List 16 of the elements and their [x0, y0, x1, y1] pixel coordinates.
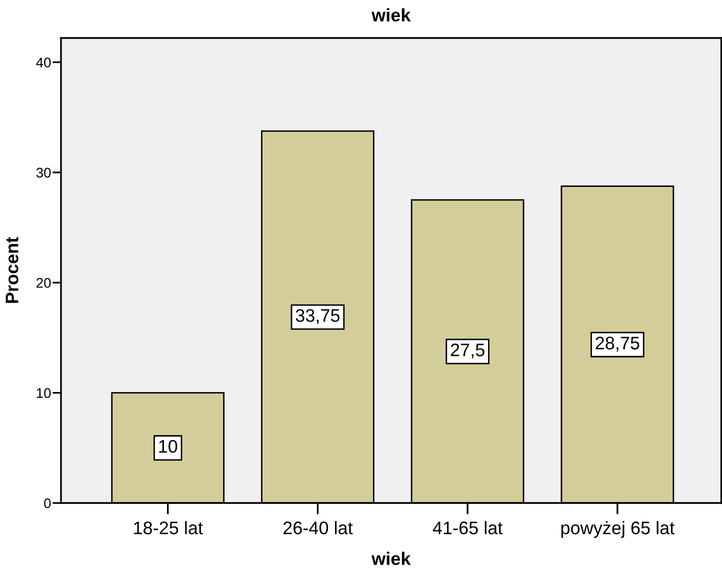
- y-tick-label: 40: [36, 58, 51, 68]
- y-axis-title: Procent: [6, 237, 18, 303]
- y-tick-label: 30: [36, 168, 51, 178]
- y-tick-label: 10: [36, 388, 51, 398]
- data-label: 27,5: [450, 344, 484, 358]
- x-tick-label: 18-25 lat: [134, 521, 203, 534]
- x-tick-label: powyżej 65 lat: [561, 521, 675, 538]
- chart-title: wiek: [372, 8, 411, 22]
- data-label: 33,75: [296, 309, 340, 324]
- x-tick-label: 26-40 lat: [283, 521, 353, 534]
- y-tick-label: 0: [44, 498, 51, 508]
- data-label: 28,75: [596, 336, 640, 352]
- x-axis-title: wiek: [372, 552, 411, 566]
- y-tick-label: 20: [36, 278, 51, 288]
- data-label: 10: [159, 440, 178, 453]
- x-tick-label: 41-65 lat: [432, 521, 503, 534]
